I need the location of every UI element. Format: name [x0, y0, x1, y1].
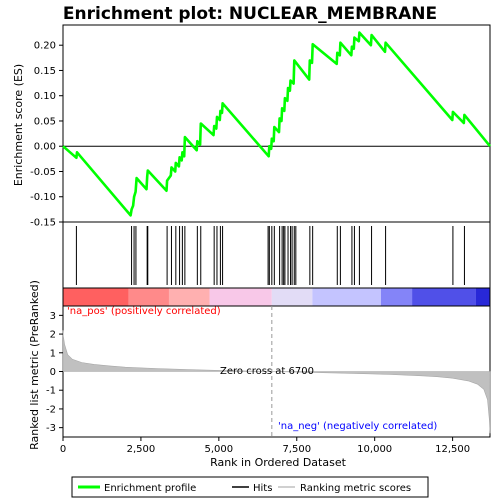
hits-panel [62, 221, 491, 289]
positive-correlation-label: 'na_pos' (positively correlated) [67, 306, 221, 317]
rank-y-tick-label: 2 [50, 330, 56, 341]
legend-ranking-label: Ranking metric scores [300, 483, 411, 494]
x-tick-label: 10,000 [357, 444, 392, 455]
es-y-tick-label: 0.15 [34, 66, 56, 77]
legend-box [71, 476, 429, 498]
colorbar-segment [168, 288, 210, 306]
es-y-axis-label: Enrichment score (ES) [12, 64, 25, 186]
rank-y-tick-label: -1 [46, 386, 56, 397]
chart-title: Enrichment plot: NUCLEAR_MEMBRANE [63, 4, 437, 24]
rank-y-tick-label: -3 [46, 423, 56, 434]
es-y-tick-label: -0.15 [30, 218, 56, 229]
x-tick-label: 0 [60, 444, 66, 455]
colorbar-segment [63, 288, 129, 306]
ranking-metric-area [62, 330, 491, 434]
es-y-tick-label: 0.00 [34, 142, 56, 153]
ranked-metric-panel: -3 -2 -1 0 1 2 3 0 2,500 5,000 7,500 10,000 12,500 [46, 305, 491, 455]
es-y-tick-label: -0.10 [30, 192, 56, 203]
colorbar-segment [128, 288, 169, 306]
colorbar-segment [312, 288, 381, 306]
legend-hits-label: Hits [253, 483, 272, 494]
colorbar-segment [475, 288, 490, 306]
x-tick-label: 12,500 [435, 444, 470, 455]
x-tick-label: 7,500 [282, 444, 311, 455]
rank-y-tick-label: 1 [50, 348, 56, 359]
rank-y-tick-label: 0 [50, 367, 56, 378]
x-axis-label: Rank in Ordered Dataset [210, 456, 347, 469]
rank-y-axis-label: Ranked list metric (PreRanked) [28, 280, 41, 450]
x-tick-label: 2,500 [127, 444, 156, 455]
es-panel: -0.15 -0.10 -0.05 0.00 0.05 0.10 0.15 0.20 [30, 24, 492, 229]
colorbar-segment [412, 288, 476, 306]
es-y-tick-label: 0.10 [34, 91, 56, 102]
legend: Enrichment profile Hits Ranking metric s… [71, 476, 429, 498]
es-plot-frame [62, 24, 491, 223]
es-y-tick-label: 0.05 [34, 116, 56, 127]
colorbar-segment [271, 288, 313, 306]
enrichment-profile-line [62, 31, 492, 217]
colorbar-panel [62, 287, 491, 307]
negative-correlation-label: 'na_neg' (negatively correlated) [278, 421, 437, 432]
colorbar-segment [209, 288, 272, 306]
es-y-tick-label: -0.05 [30, 167, 56, 178]
legend-enrichment-label: Enrichment profile [104, 483, 196, 494]
x-tick-label: 5,000 [205, 444, 234, 455]
colorbar-segment [380, 288, 413, 306]
rank-y-tick-label: -2 [46, 404, 56, 415]
rank-y-tick-label: 3 [50, 311, 56, 322]
zero-cross-label: Zero cross at 6700 [220, 366, 314, 377]
hits-frame [62, 221, 491, 289]
es-y-tick-label: 0.20 [34, 41, 56, 52]
